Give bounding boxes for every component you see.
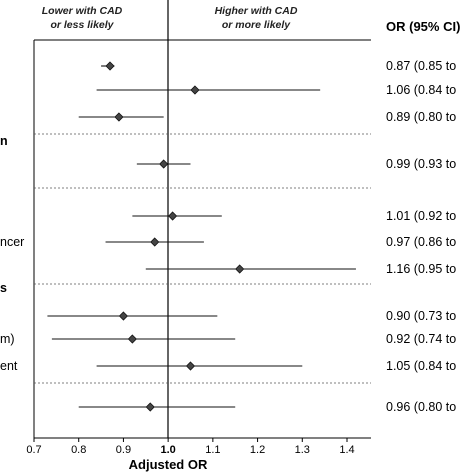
or-marker [185,361,196,371]
or-value: 1.01 (0.92 to [386,209,456,223]
x-tick-label: 1.3 [295,444,310,456]
x-axis-label: Adjusted OR [129,457,208,472]
or-marker [235,264,245,274]
or-marker [118,311,128,321]
row-label: ent [0,359,18,373]
x-tick-label: 0.8 [71,444,86,456]
or-value: 0.90 (0.73 to [386,309,456,323]
x-tick-label: 1.0 [160,444,175,456]
or-value: 1.05 (0.84 to [386,359,456,373]
or-value: 0.97 (0.86 to [386,235,456,249]
header-left-line-1: Lower with CAD [42,5,123,17]
x-tick-label: 1.4 [339,444,354,456]
x-tick-label: 0.9 [116,444,131,456]
x-tick-label: 1.2 [250,444,265,456]
or-marker [150,237,160,247]
or-marker [145,402,155,412]
group-label: s [0,281,7,295]
or-marker [127,334,137,344]
or-value: 0.92 (0.74 to [386,332,456,346]
or-value: 0.87 (0.85 to [386,59,456,73]
x-tick-label: 0.7 [26,444,41,456]
row-label: ncer [0,235,24,249]
or-value: 1.06 (0.84 to [386,83,456,97]
x-tick-label: 1.1 [205,444,220,456]
or-marker [159,159,169,169]
or-marker [105,61,115,71]
header-left-line-2: or less likely [50,19,114,31]
or-marker [190,85,200,95]
or-column-header: OR (95% CI) [386,19,460,34]
row-label: m) [0,332,15,346]
or-marker [114,112,124,122]
or-value: 0.96 (0.80 to [386,400,456,414]
header-right-line-2: or more likely [222,19,291,31]
or-value: 0.89 (0.80 to [386,110,456,124]
or-value: 1.16 (0.95 to [386,262,456,276]
group-label: n [0,134,8,148]
or-marker [168,211,178,221]
header-right-line-1: Higher with CAD [215,5,298,17]
or-value: 0.99 (0.93 to [386,157,456,171]
